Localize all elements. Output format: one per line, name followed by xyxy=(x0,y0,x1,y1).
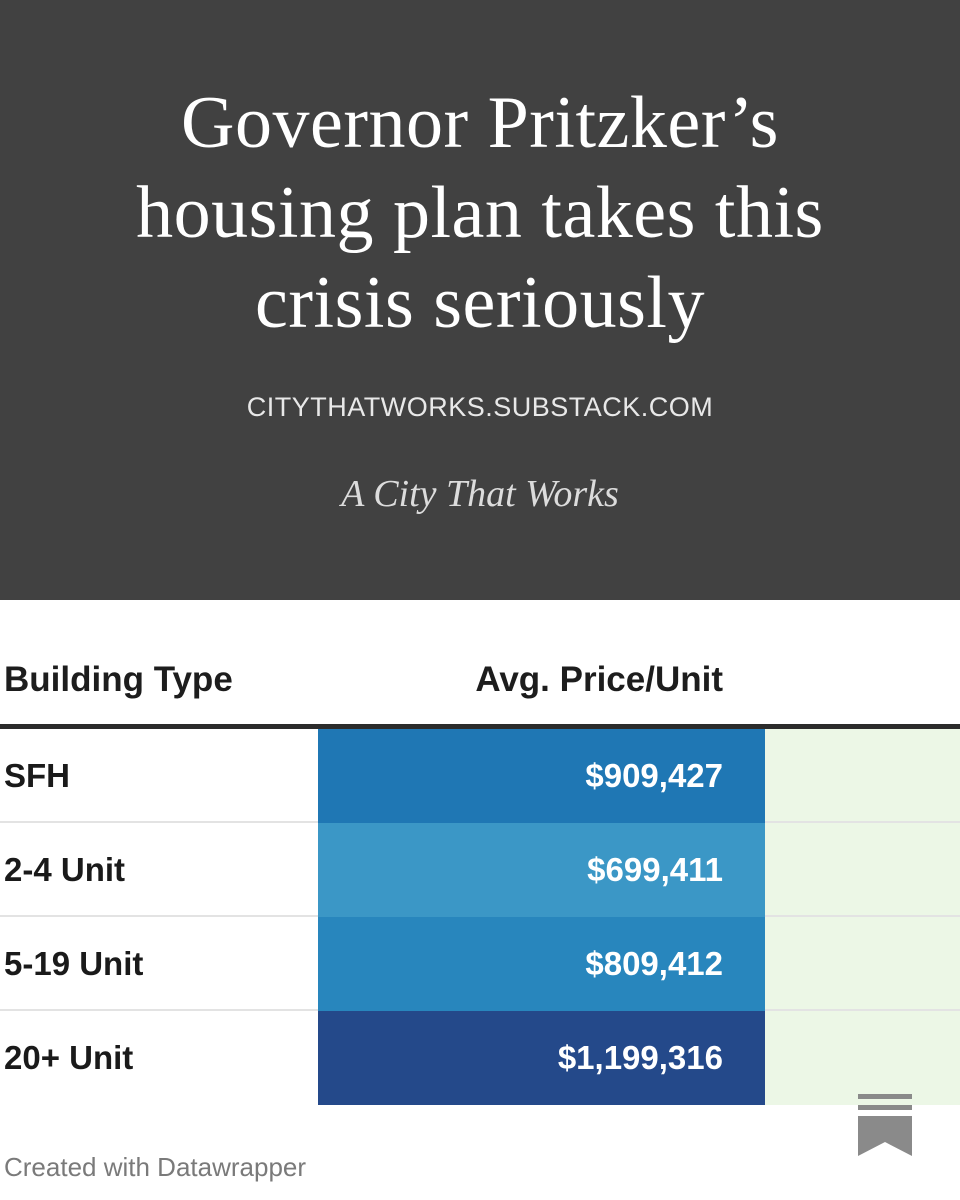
datawrapper-credit: Created with Datawrapper xyxy=(4,1152,307,1182)
table-row: 5-19 Unit $809,412 xyxy=(0,917,960,1011)
column-header-building-type: Building Type xyxy=(4,660,233,699)
row-divider xyxy=(0,821,318,823)
column-header-avg-price: Avg. Price/Unit xyxy=(475,660,723,699)
row-divider xyxy=(765,1009,960,1011)
table-row: 2-4 Unit $699,411 xyxy=(0,823,960,917)
table-row: SFH $909,427 xyxy=(0,729,960,823)
row-label: 5-19 Unit xyxy=(4,945,144,982)
row-extra-cell xyxy=(765,729,960,823)
row-value-cell: $809,412 xyxy=(318,917,765,1011)
row-divider xyxy=(0,1009,318,1011)
row-label: 20+ Unit xyxy=(4,1039,134,1076)
row-value-cell: $909,427 xyxy=(318,729,765,823)
source-domain: CITYTHATWORKS.SUBSTACK.COM xyxy=(246,392,714,422)
publication-name: A City That Works xyxy=(341,473,619,515)
row-label: 2-4 Unit xyxy=(4,851,126,888)
row-label: SFH xyxy=(4,757,70,794)
article-title: Governor Pritzker’s housing plan takes t… xyxy=(136,82,824,344)
row-value-cell: $699,411 xyxy=(318,823,765,917)
bookmark-icon[interactable] xyxy=(858,1094,912,1156)
article-card-header[interactable]: Governor Pritzker’s housing plan takes t… xyxy=(0,0,960,600)
row-extra-cell xyxy=(765,917,960,1011)
row-divider xyxy=(0,915,318,917)
row-extra-cell xyxy=(765,1011,960,1105)
header-divider xyxy=(0,724,960,729)
row-divider xyxy=(765,821,960,823)
row-extra-cell xyxy=(765,823,960,917)
table-row: 20+ Unit $1,199,316 xyxy=(0,1011,960,1105)
row-value-cell: $1,199,316 xyxy=(318,1011,765,1105)
row-divider xyxy=(765,915,960,917)
